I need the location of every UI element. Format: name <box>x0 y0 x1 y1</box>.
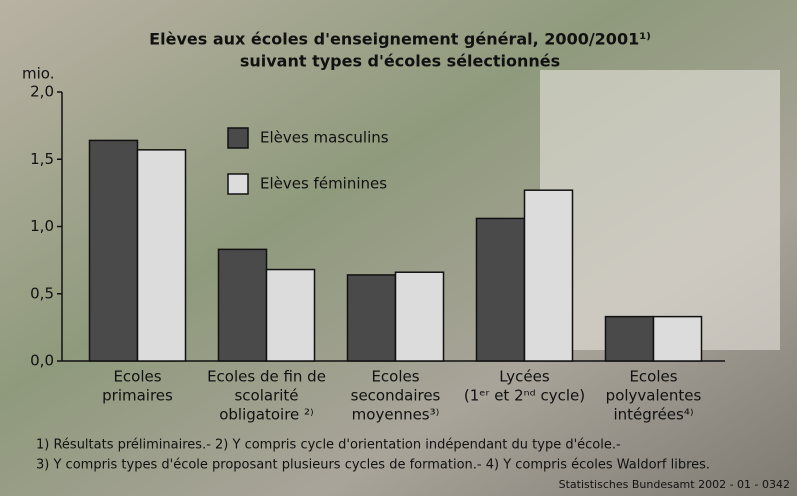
bar <box>604 315 655 362</box>
chart-subtitle: suivant types d'écoles sélectionnés <box>240 52 560 71</box>
x-tick-label: obligatoire ²⁾ <box>219 406 314 424</box>
bar <box>346 274 397 362</box>
y-tick-label: 2,0 <box>30 83 54 101</box>
photo-highlight <box>540 70 780 350</box>
bar <box>265 268 316 362</box>
x-tick-label: polyvalentes <box>606 387 702 405</box>
x-tick-label: intégrées⁴⁾ <box>613 406 693 424</box>
x-tick-label: Ecoles <box>629 368 677 386</box>
footnote: 3) Y compris types d'école proposant plu… <box>36 458 710 473</box>
x-tick-label: Ecoles <box>371 368 419 386</box>
bar <box>394 271 445 362</box>
legend-label: Elèves féminines <box>260 175 387 193</box>
chart-title: Elèves aux écoles d'enseignement général… <box>149 30 651 49</box>
x-tick-label: primaires <box>102 387 173 405</box>
x-tick-label: (1ᵉʳ et 2ⁿᵈ cycle) <box>464 387 585 405</box>
x-tick-label: Lycées <box>499 368 550 386</box>
bar <box>523 189 574 362</box>
y-tick-label: 0,5 <box>30 284 54 302</box>
bar <box>88 139 139 362</box>
legend-label: Elèves masculins <box>260 129 389 147</box>
y-axis-unit: mio. <box>22 65 54 83</box>
footnote: 1) Résultats préliminaires.- 2) Y compri… <box>36 438 621 453</box>
x-tick-label: Ecoles de fin de <box>207 368 326 386</box>
bar <box>475 217 526 362</box>
bar <box>652 315 703 362</box>
bar <box>217 248 268 362</box>
legend-swatch <box>227 173 249 195</box>
legend-swatch <box>227 127 249 149</box>
bar <box>136 149 187 362</box>
x-tick-label: scolarité <box>234 387 298 405</box>
x-tick-label: secondaires <box>351 387 441 405</box>
x-tick-label: moyennes³⁾ <box>352 406 440 424</box>
x-tick-label: Ecoles <box>113 368 161 386</box>
y-tick-label: 1,5 <box>30 150 54 168</box>
source: Statistisches Bundesamt 2002 - 01 - 0342 <box>559 478 790 491</box>
y-tick-label: 0,0 <box>30 352 54 370</box>
y-tick-label: 1,0 <box>30 217 54 235</box>
